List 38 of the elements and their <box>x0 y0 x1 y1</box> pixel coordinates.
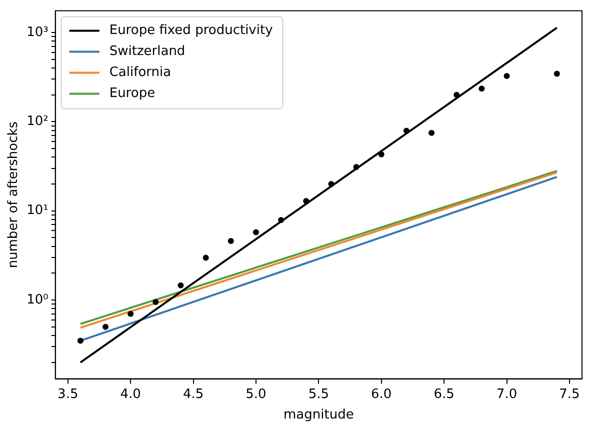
point <box>278 217 284 223</box>
point <box>378 151 384 158</box>
x-tick-label: 3.5 <box>58 386 78 402</box>
x-tick-label: 7.0 <box>496 386 518 402</box>
legend-label: Europe fixed productivity <box>109 23 274 38</box>
x-tick-label: 4.0 <box>120 386 141 402</box>
point <box>403 128 410 134</box>
point <box>303 198 310 204</box>
legend-label: Switzerland <box>109 44 186 60</box>
point <box>353 164 360 170</box>
point <box>454 92 460 98</box>
y-tick-label: 10² <box>26 114 48 130</box>
point <box>478 86 485 92</box>
x-tick-label: 5.0 <box>246 386 266 402</box>
x-tick-label: 6.0 <box>371 386 392 402</box>
point <box>554 70 560 77</box>
x-tick-label: 4.5 <box>182 386 204 402</box>
x-tick-label: 6.5 <box>434 386 454 402</box>
point <box>428 130 435 136</box>
point <box>228 238 234 244</box>
point <box>77 338 84 344</box>
x-tick-label: 7.5 <box>559 386 580 402</box>
point <box>102 324 109 330</box>
point <box>504 73 510 80</box>
point <box>202 254 209 261</box>
point <box>128 310 134 317</box>
point <box>252 229 259 236</box>
x-tick-label: 5.5 <box>308 386 330 402</box>
x-axis-title: magnitude <box>284 408 354 423</box>
y-axis-title: number of aftershocks <box>6 121 22 268</box>
y-tick-label: 10³ <box>26 24 48 40</box>
y-tick-label: 10¹ <box>26 203 48 218</box>
legend-label: California <box>109 65 172 80</box>
point <box>152 299 159 306</box>
point <box>328 181 334 188</box>
y-tick-label: 10⁰ <box>26 292 48 308</box>
legend-label: Europe <box>109 86 156 102</box>
point <box>178 282 184 288</box>
